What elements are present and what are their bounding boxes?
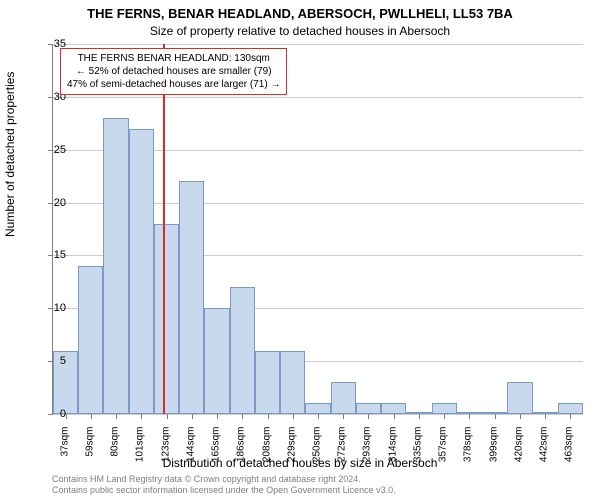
xtick-label: 420sqm <box>513 427 524 477</box>
histogram-bar <box>230 287 255 414</box>
annotation-line1: THE FERNS BENAR HEADLAND: 130sqm <box>67 52 280 65</box>
histogram-bar <box>129 129 154 414</box>
xtick-label: 293sqm <box>362 427 373 477</box>
plot-area <box>52 44 583 415</box>
xtick-mark <box>116 414 117 419</box>
xtick-label: 208sqm <box>261 427 272 477</box>
histogram-bar <box>179 181 204 414</box>
reference-line <box>163 44 165 414</box>
histogram-bar <box>558 403 583 414</box>
histogram-bar <box>381 403 406 414</box>
xtick-mark <box>444 414 445 419</box>
xtick-mark <box>343 414 344 419</box>
xtick-label: 250sqm <box>312 427 323 477</box>
chart-title-main: THE FERNS, BENAR HEADLAND, ABERSOCH, PWL… <box>0 6 600 21</box>
annotation-box: THE FERNS BENAR HEADLAND: 130sqm← 52% of… <box>60 48 287 95</box>
xtick-mark <box>495 414 496 419</box>
xtick-label: 80sqm <box>110 427 121 477</box>
xtick-label: 335sqm <box>412 427 423 477</box>
xtick-mark <box>242 414 243 419</box>
gridline <box>53 44 583 45</box>
ytick-label: 20 <box>36 197 66 209</box>
xtick-mark <box>91 414 92 419</box>
xtick-label: 463sqm <box>564 427 575 477</box>
histogram-bar <box>103 118 128 414</box>
y-axis-label: Number of detached properties <box>3 72 17 237</box>
xtick-label: 229sqm <box>286 427 297 477</box>
xtick-mark <box>469 414 470 419</box>
xtick-mark <box>570 414 571 419</box>
histogram-bar <box>356 403 381 414</box>
ytick-label: 10 <box>36 302 66 314</box>
histogram-bar <box>280 351 305 414</box>
xtick-label: 378sqm <box>463 427 474 477</box>
histogram-bar <box>305 403 330 414</box>
xtick-mark <box>293 414 294 419</box>
xtick-label: 144sqm <box>185 427 196 477</box>
xtick-label: 165sqm <box>211 427 222 477</box>
ytick-label: 15 <box>36 249 66 261</box>
histogram-bar <box>154 224 179 414</box>
xtick-label: 399sqm <box>488 427 499 477</box>
xtick-label: 59sqm <box>84 427 95 477</box>
ytick-label: 5 <box>36 355 66 367</box>
footer-attribution: Contains HM Land Registry data © Crown c… <box>52 474 590 496</box>
annotation-line3: 47% of semi-detached houses are larger (… <box>67 78 280 91</box>
xtick-mark <box>520 414 521 419</box>
xtick-mark <box>268 414 269 419</box>
xtick-label: 314sqm <box>387 427 398 477</box>
xtick-label: 272sqm <box>337 427 348 477</box>
xtick-label: 123sqm <box>160 427 171 477</box>
xtick-label: 37sqm <box>59 427 70 477</box>
xtick-mark <box>419 414 420 419</box>
xtick-label: 442sqm <box>539 427 550 477</box>
xtick-mark <box>368 414 369 419</box>
xtick-label: 186sqm <box>236 427 247 477</box>
gridline <box>53 97 583 98</box>
ytick-label: 0 <box>36 408 66 420</box>
histogram-bar <box>204 308 229 414</box>
ytick-label: 25 <box>36 144 66 156</box>
xtick-label: 357sqm <box>438 427 449 477</box>
xtick-mark <box>192 414 193 419</box>
xtick-mark <box>545 414 546 419</box>
chart-title-sub: Size of property relative to detached ho… <box>0 24 600 38</box>
histogram-bar <box>78 266 103 414</box>
histogram-bar <box>331 382 356 414</box>
histogram-bar <box>432 403 457 414</box>
xtick-mark <box>217 414 218 419</box>
histogram-bar <box>255 351 280 414</box>
xtick-label: 101sqm <box>135 427 146 477</box>
xtick-mark <box>167 414 168 419</box>
annotation-line2: ← 52% of detached houses are smaller (79… <box>67 65 280 78</box>
xtick-mark <box>394 414 395 419</box>
xtick-mark <box>141 414 142 419</box>
footer-line2: Contains public sector information licen… <box>52 485 590 496</box>
histogram-bar <box>507 382 532 414</box>
xtick-mark <box>318 414 319 419</box>
